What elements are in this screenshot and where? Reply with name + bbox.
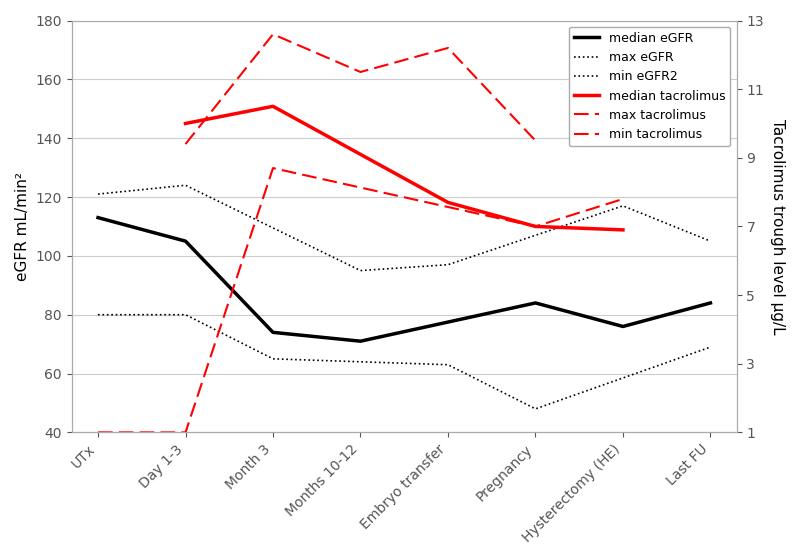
Y-axis label: eGFR mL/min²: eGFR mL/min² xyxy=(15,172,30,281)
Legend: median eGFR, max eGFR, min eGFR2, median tacrolimus, max tacrolimus, min tacroli: median eGFR, max eGFR, min eGFR2, median… xyxy=(569,27,730,146)
Y-axis label: Tacrolimus trough level μg/L: Tacrolimus trough level μg/L xyxy=(770,119,785,334)
